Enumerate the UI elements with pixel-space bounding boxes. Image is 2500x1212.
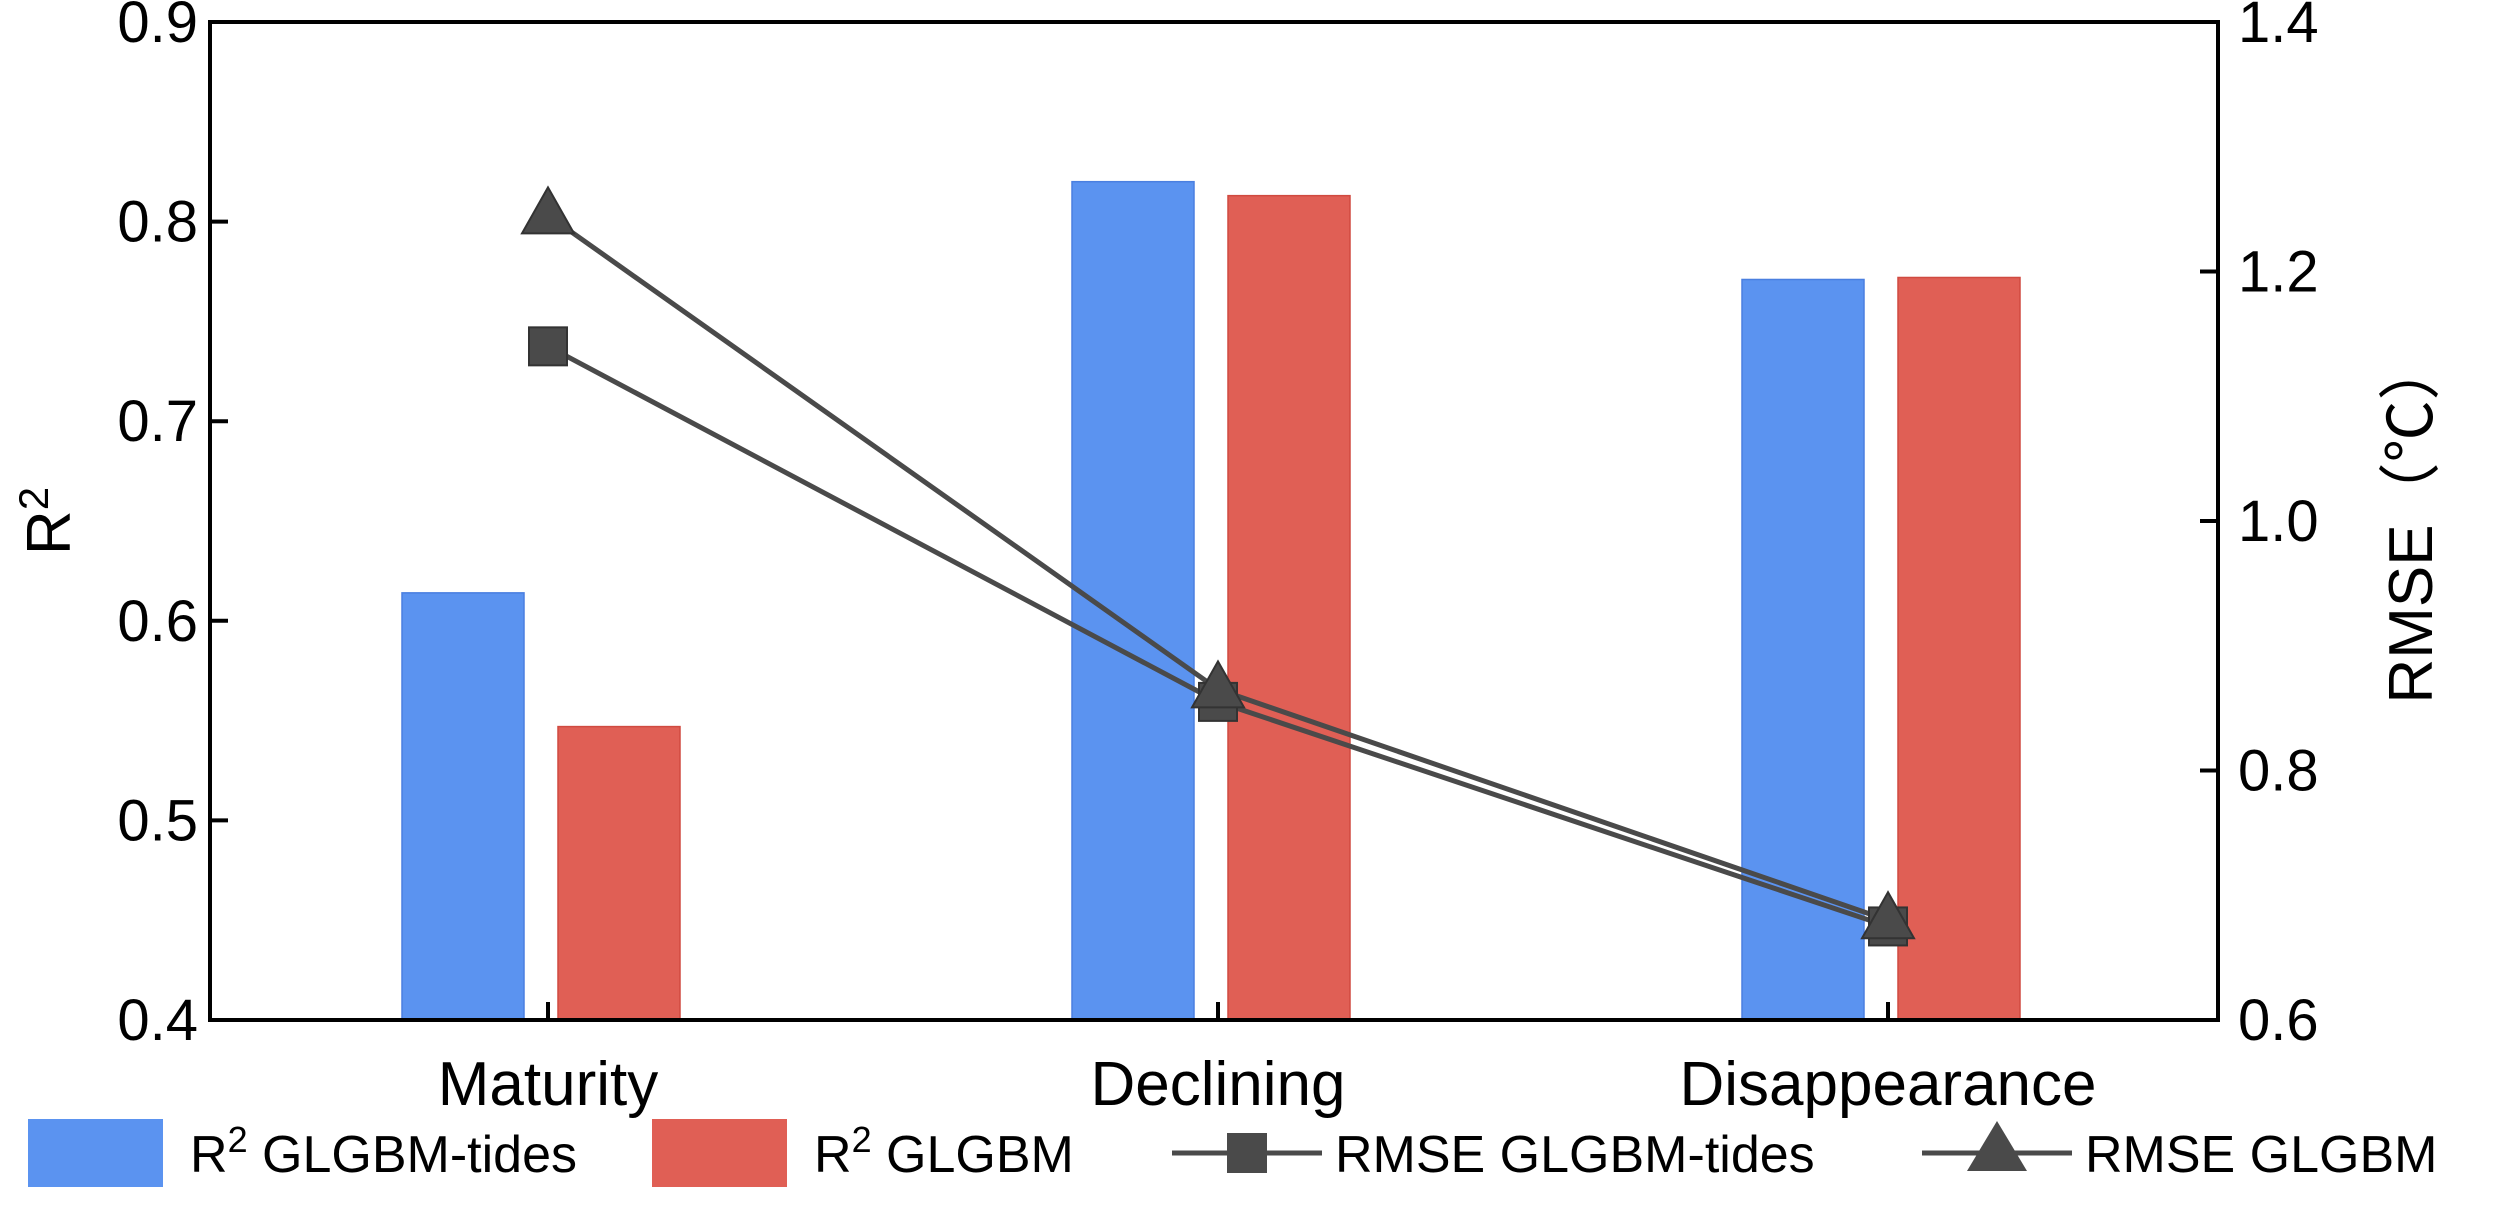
lines-layer [520,185,1916,947]
left-tick-label: 0.5 [117,788,198,853]
marker-rmse-glgbm-tides-maturity [528,326,568,367]
right-tick-label: 0.8 [2238,739,2319,804]
legend-swatch-r2-glgbm [652,1119,787,1187]
line-rmse-glgbm [546,213,1889,923]
left-axis-title-base: R [15,510,84,555]
legend-label-rmse-glgbm: RMSE GLGBM [2085,1126,2438,1184]
bar-glgbm-tides-disappearance [1741,278,1865,1021]
legend-marker-triangle [1967,1121,2027,1171]
bar-glgbm-maturity [557,725,681,1021]
left-tick-label: 0.6 [117,589,198,654]
right-tick-label: 1.0 [2238,489,2319,554]
legend-swatch-r2-glgbm-tides [28,1119,163,1187]
bar-glgbm-disappearance [1897,276,2021,1021]
legend-marker-square [1227,1133,1267,1173]
marker-rmse-glgbm-disappearance [1860,890,1916,940]
left-tick-label: 0.4 [117,988,198,1053]
legend-label-rmse-glgbm-tides: RMSE GLGBM-tides [1335,1126,1815,1184]
category-axis: Maturity Declining Disappearance [438,1002,2097,1119]
legend-label-r2-glgbm-tides: R2 GLGBM-tides [190,1119,577,1184]
right-axis-title: RMSE（℃） [2377,338,2446,703]
left-tick-label: 0.7 [117,389,198,454]
left-axis-ticks: 0.4 0.5 0.6 0.7 0.8 0.9 [117,0,228,1053]
category-label-maturity: Maturity [438,1050,658,1119]
category-label-disappearance: Disappearance [1679,1050,2096,1119]
right-tick-label: 1.4 [2238,0,2319,55]
legend-label-r2-glgbm: R2 GLGBM [814,1119,1074,1184]
category-label-declining: Declining [1090,1050,1345,1119]
legend: R2 GLGBM-tides R2 GLGBM RMSE GLGBM-tides RM… [28,1119,2438,1187]
right-tick-label: 0.6 [2238,988,2319,1053]
marker-rmse-glgbm-declining [1190,659,1246,709]
marker-rmse-glgbm-maturity [520,185,576,235]
line-rmse-glgbm-tides [546,344,1889,929]
left-axis-title-sup: 2 [10,487,57,510]
left-tick-label: 0.8 [117,190,198,255]
left-tick-label: 0.9 [117,0,198,55]
left-axis-title: R2 [10,487,84,555]
right-tick-label: 1.2 [2238,240,2319,305]
bar-glgbm-tides-maturity [401,592,525,1021]
right-axis-ticks: 0.6 0.8 1.0 1.2 1.4 [2200,0,2319,1053]
bars-layer [401,180,2021,1021]
bar-glgbm-declining [1227,194,1351,1021]
